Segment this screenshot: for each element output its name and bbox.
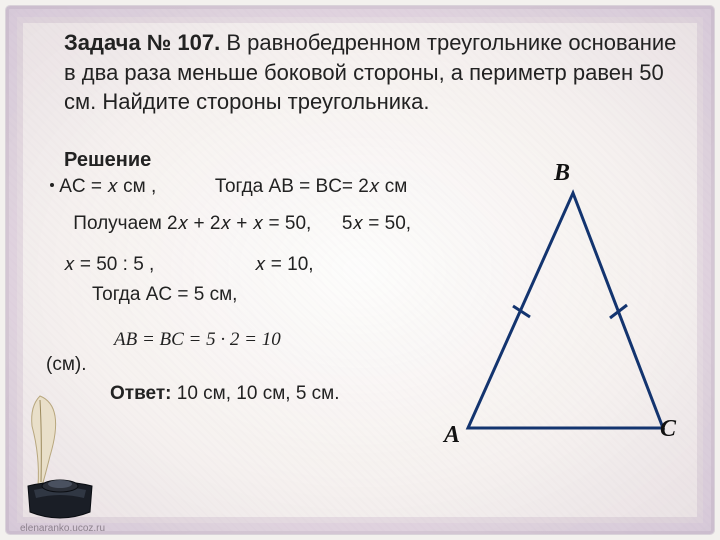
triangle-shape <box>468 193 663 428</box>
line-5x: 5𝑥 = 50, <box>342 213 411 234</box>
triangle-figure: B A C <box>448 178 678 458</box>
vertex-a-label: A <box>444 422 460 449</box>
line-equation: Получаем 2𝑥 + 2𝑥 + 𝑥 = 50, <box>73 213 311 234</box>
triangle-svg <box>448 178 678 458</box>
line-abbc10: AB = BC = 5 · 2 = 10 <box>114 329 281 350</box>
answer-text: 10 см, 10 см, 5 см. <box>171 383 339 404</box>
vertex-b-label: B <box>554 160 570 187</box>
answer-label: Ответ: <box>110 383 171 404</box>
line-x10: 𝑥 = 10, <box>255 254 314 275</box>
tick-bc <box>610 305 627 318</box>
line-units: (см). <box>46 354 87 375</box>
credit-text: elenaranko.ucoz.ru <box>20 523 105 534</box>
line-ac: AC = 𝑥 см , <box>59 176 156 197</box>
problem-title: Задача № 107. <box>64 30 220 55</box>
solution-heading: Решение <box>64 149 484 172</box>
line-ac5: Тогда AC = 5 см, <box>92 284 237 305</box>
line-ab-bc: Тогда AB = BC= 2𝑥 см <box>215 176 407 197</box>
vertex-c-label: C <box>660 416 676 443</box>
problem-statement: Задача № 107. В равнобедренном треугольн… <box>64 28 680 117</box>
line-div: 𝑥 = 50 : 5 , <box>64 254 154 275</box>
bullet <box>50 183 54 187</box>
